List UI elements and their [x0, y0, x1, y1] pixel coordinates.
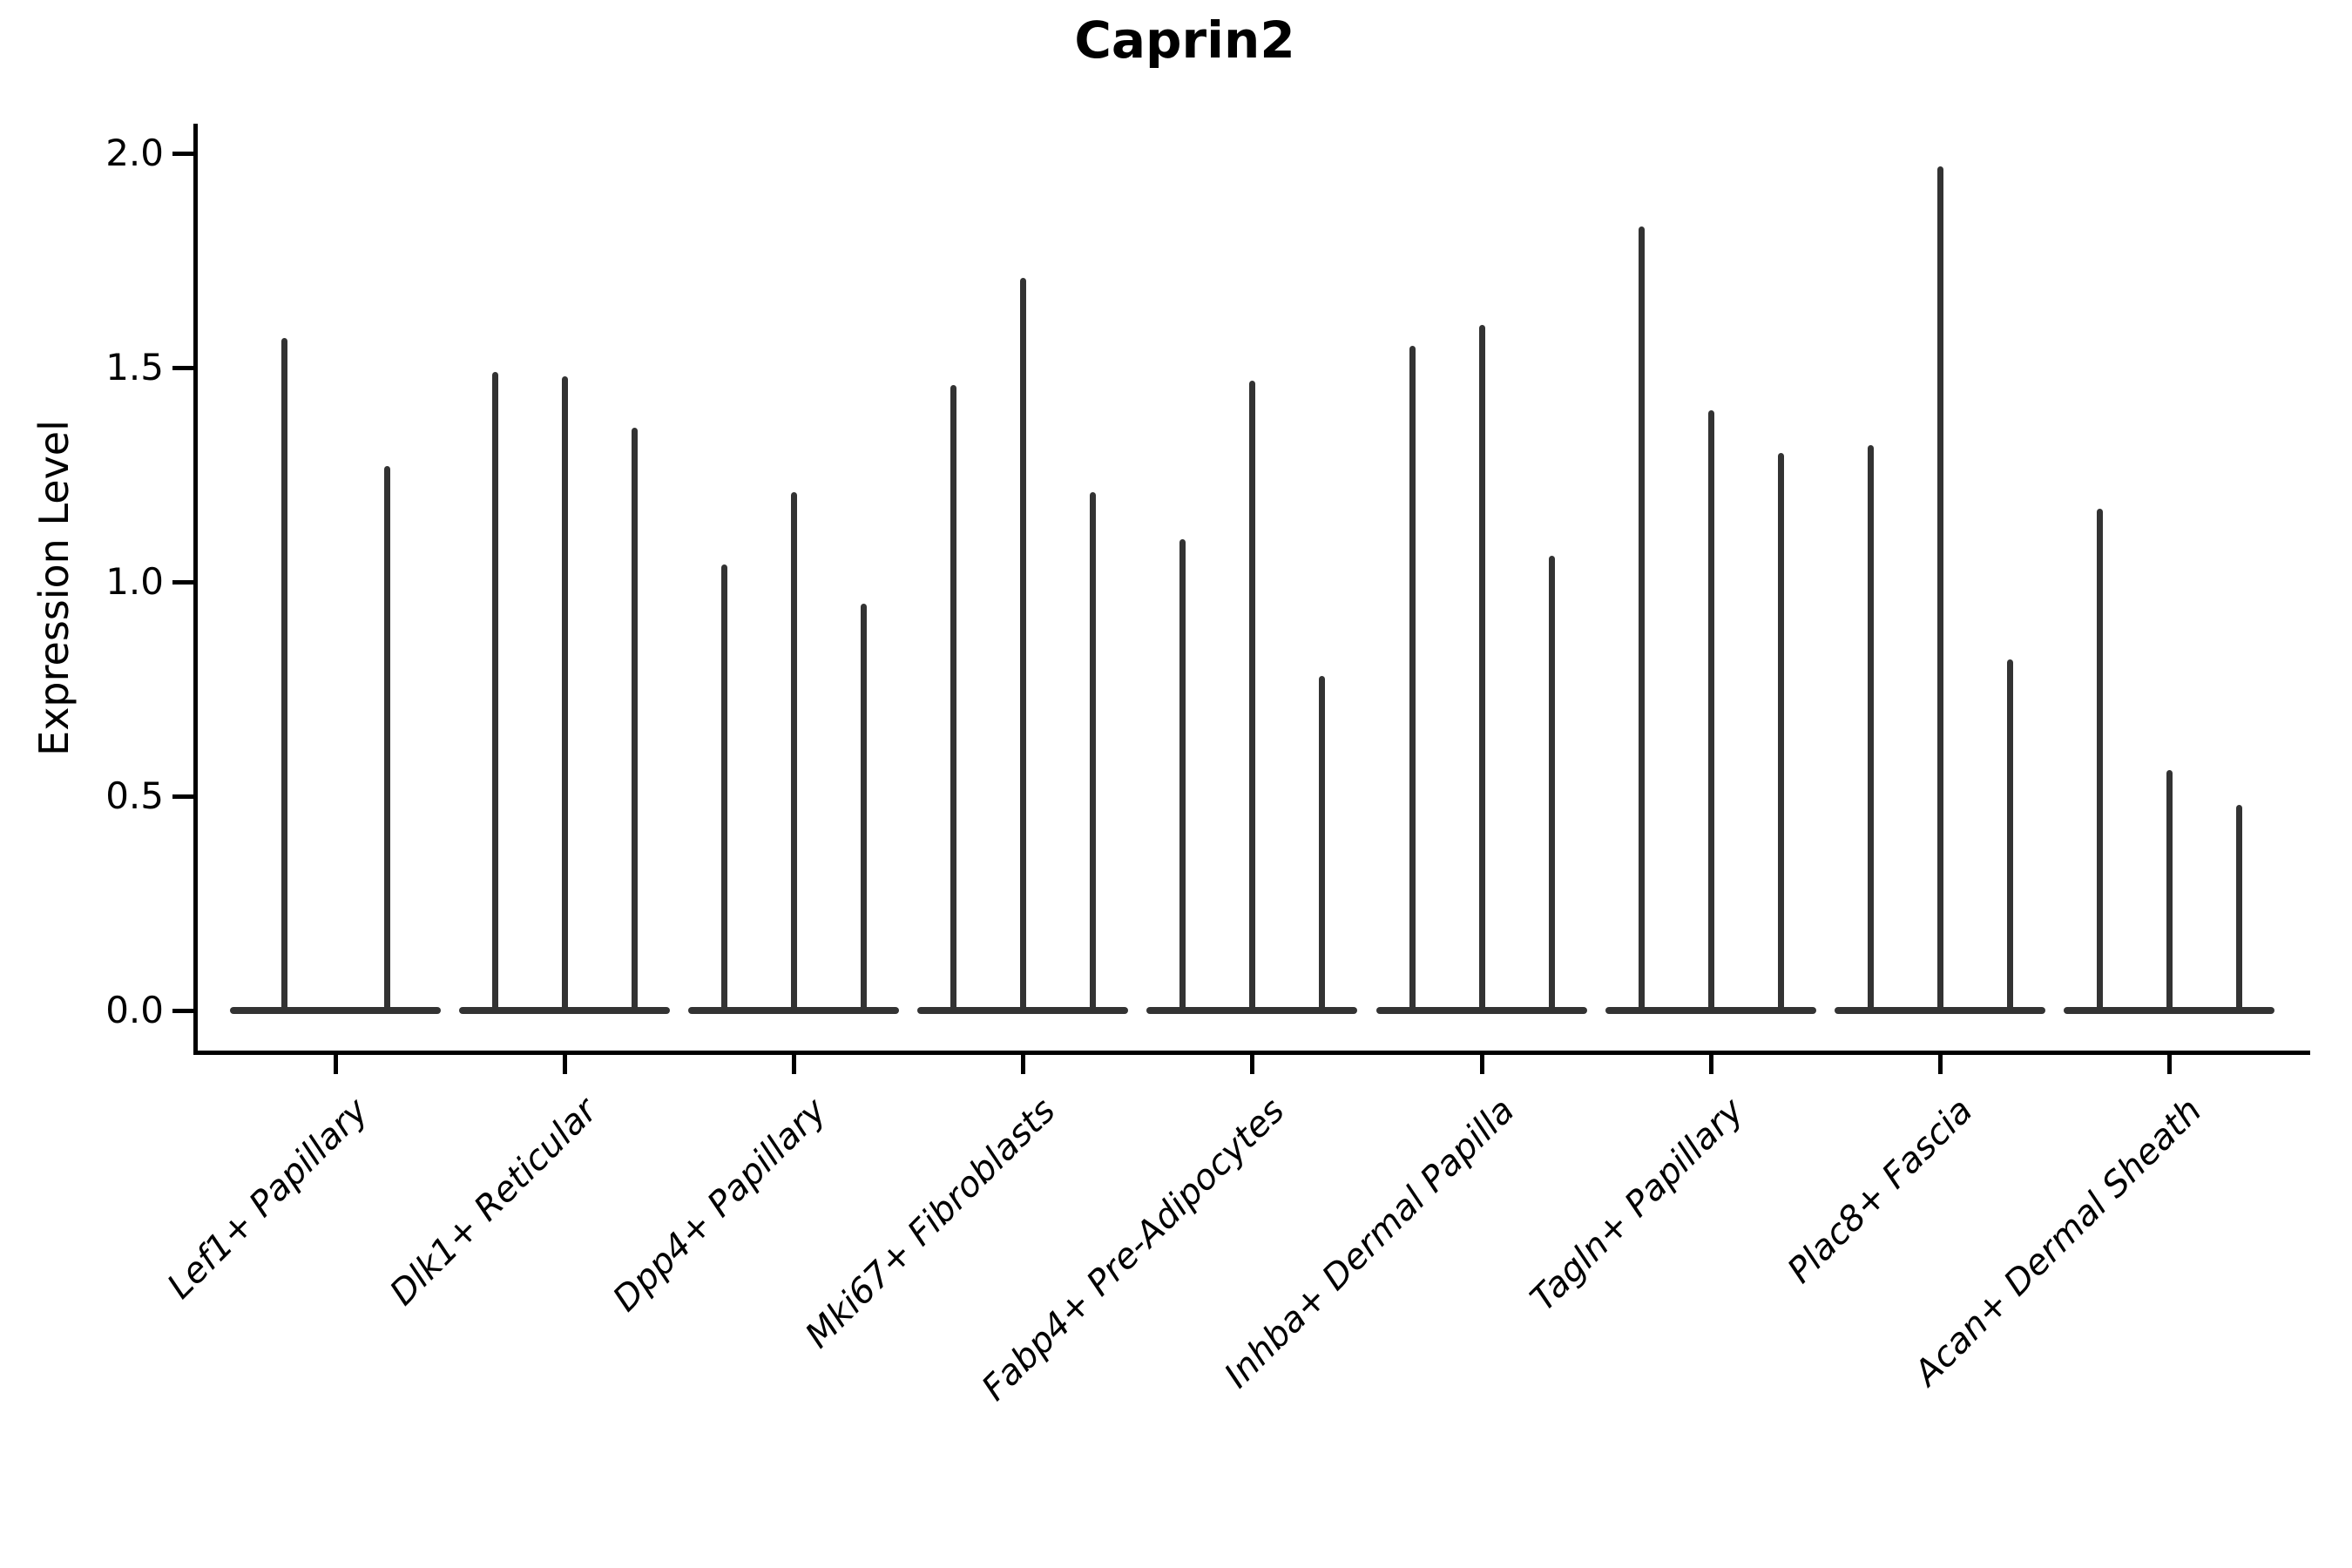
x-axis-spine: [193, 1051, 2310, 1055]
violin-spike: [1777, 453, 1784, 1012]
violin-spike: [2166, 770, 2173, 1012]
violin-spike: [631, 427, 638, 1012]
violin-spike: [720, 564, 727, 1012]
violin-spike: [1548, 556, 1555, 1012]
y-tick-label: 0.5: [105, 774, 164, 817]
y-tick-mark: [172, 152, 193, 156]
violin-spike: [860, 603, 867, 1012]
x-tick-mark: [1938, 1055, 1943, 1074]
y-tick-label: 0.0: [105, 989, 164, 1031]
x-category-label: Plac8+ Fascia: [1780, 1091, 1981, 1292]
violin-spike: [383, 466, 390, 1012]
x-category-label: Dlk1+ Reticular: [382, 1091, 605, 1314]
x-category-label: Tagln+ Papillary: [1523, 1091, 1752, 1320]
violin-spike: [790, 491, 797, 1012]
violin-spike: [1638, 226, 1645, 1012]
violin-spike: [491, 371, 498, 1012]
violin-spike: [1707, 410, 1714, 1012]
x-tick-mark: [1480, 1055, 1484, 1074]
violin-spike: [561, 375, 568, 1012]
violin-spike: [280, 337, 287, 1012]
violin-spike: [1936, 166, 1943, 1012]
x-category-label: Mki67+ Fibroblasts: [797, 1091, 1064, 1356]
y-tick-mark: [172, 1009, 193, 1013]
x-tick-mark: [1709, 1055, 1713, 1074]
x-tick-mark: [1250, 1055, 1254, 1074]
violin-spike: [1318, 676, 1325, 1012]
x-tick-mark: [1021, 1055, 1025, 1074]
violin-spike: [1089, 491, 1096, 1012]
violin-base: [230, 1007, 441, 1014]
violin-spike: [1179, 538, 1186, 1012]
y-tick-mark: [172, 794, 193, 799]
y-tick-label: 2.0: [105, 132, 164, 174]
violin-spike: [1478, 324, 1485, 1012]
violin-spike: [2006, 659, 2013, 1012]
y-tick-label: 1.5: [105, 346, 164, 389]
x-category-label: Lef1+ Papillary: [159, 1091, 376, 1307]
y-tick-mark: [172, 366, 193, 370]
x-tick-mark: [563, 1055, 567, 1074]
violin-spike: [2235, 804, 2242, 1012]
violin-spike: [2096, 509, 2103, 1012]
x-tick-mark: [2167, 1055, 2172, 1074]
y-tick-mark: [172, 580, 193, 585]
y-tick-label: 1.0: [105, 560, 164, 603]
violin-spike: [1019, 277, 1026, 1012]
x-tick-mark: [792, 1055, 796, 1074]
chart-title: Caprin2: [1074, 10, 1295, 70]
x-tick-mark: [334, 1055, 338, 1074]
violin-spike: [1248, 380, 1255, 1012]
violin-spike: [1867, 444, 1874, 1012]
violin-spike: [950, 384, 956, 1012]
violin-spike: [1409, 346, 1416, 1012]
y-axis-spine: [193, 124, 198, 1055]
x-category-label: Dpp4+ Papillary: [605, 1091, 835, 1320]
